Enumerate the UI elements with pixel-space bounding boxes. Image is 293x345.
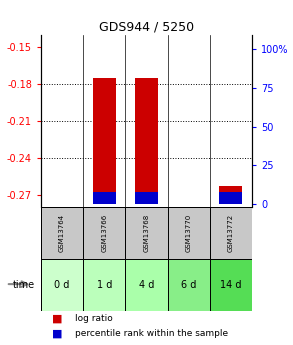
Bar [168,207,210,259]
Bar [168,259,210,310]
Bar [125,259,168,310]
Bar [41,259,83,310]
Bar [210,207,252,259]
Text: GSM13768: GSM13768 [144,214,149,252]
Bar [219,186,243,195]
Bar [135,78,158,195]
Text: 1 d: 1 d [97,280,112,289]
Bar [210,259,252,310]
Text: 0 d: 0 d [54,280,70,289]
Text: GSM13766: GSM13766 [101,214,107,252]
Text: log ratio: log ratio [75,314,113,323]
Bar [135,192,158,204]
Bar [41,207,83,259]
Text: GSM13770: GSM13770 [186,214,192,252]
Text: 4 d: 4 d [139,280,154,289]
Text: GSM13772: GSM13772 [228,214,234,252]
Text: ■: ■ [52,313,62,323]
Text: ■: ■ [52,329,62,339]
Bar [83,259,125,310]
Title: GDS944 / 5250: GDS944 / 5250 [99,20,194,33]
Bar [93,78,116,195]
Text: 14 d: 14 d [220,280,242,289]
Text: GSM13764: GSM13764 [59,214,65,252]
Text: percentile rank within the sample: percentile rank within the sample [75,329,228,338]
Text: 6 d: 6 d [181,280,196,289]
Text: time: time [13,280,35,289]
Bar [219,192,243,204]
Bar [125,207,168,259]
Bar [83,207,125,259]
Bar [93,192,116,204]
